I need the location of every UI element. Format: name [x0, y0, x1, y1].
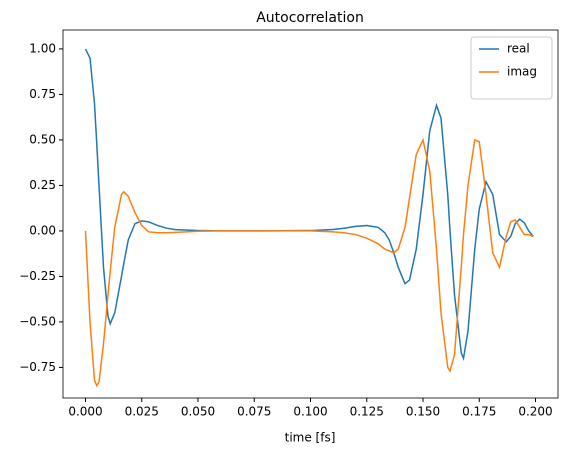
y-tick-label: 0.50 — [29, 132, 56, 146]
y-tick-label: −0.75 — [19, 360, 56, 374]
plot-frame — [62, 29, 559, 399]
y-tick-label: 0.25 — [29, 178, 56, 192]
x-tick-label: 0.125 — [350, 405, 384, 419]
x-tick-label: 0.100 — [293, 405, 327, 419]
x-tick-label: 0.050 — [181, 405, 215, 419]
legend-label: imag — [507, 65, 537, 79]
y-tick-label: 0.75 — [29, 87, 56, 101]
x-tick-label: 0.200 — [518, 405, 552, 419]
x-tick-label: 0.150 — [406, 405, 440, 419]
y-tick-label: −0.50 — [19, 314, 56, 328]
x-tick-label: 0.025 — [125, 405, 159, 419]
legend-box — [470, 36, 553, 100]
chart-title: Autocorrelation — [256, 10, 364, 26]
legend-label: real — [507, 42, 530, 56]
y-tick-label: 1.00 — [29, 41, 56, 55]
y-tick-label: −0.25 — [19, 269, 56, 283]
x-tick-label: 0.075 — [237, 405, 271, 419]
y-tick-label: 0.00 — [29, 223, 56, 237]
line — [84, 137, 534, 388]
x-tick-label: 0.000 — [68, 405, 102, 419]
x-axis-label: time [fs] — [285, 431, 336, 445]
x-tick-label: 0.175 — [462, 405, 496, 419]
